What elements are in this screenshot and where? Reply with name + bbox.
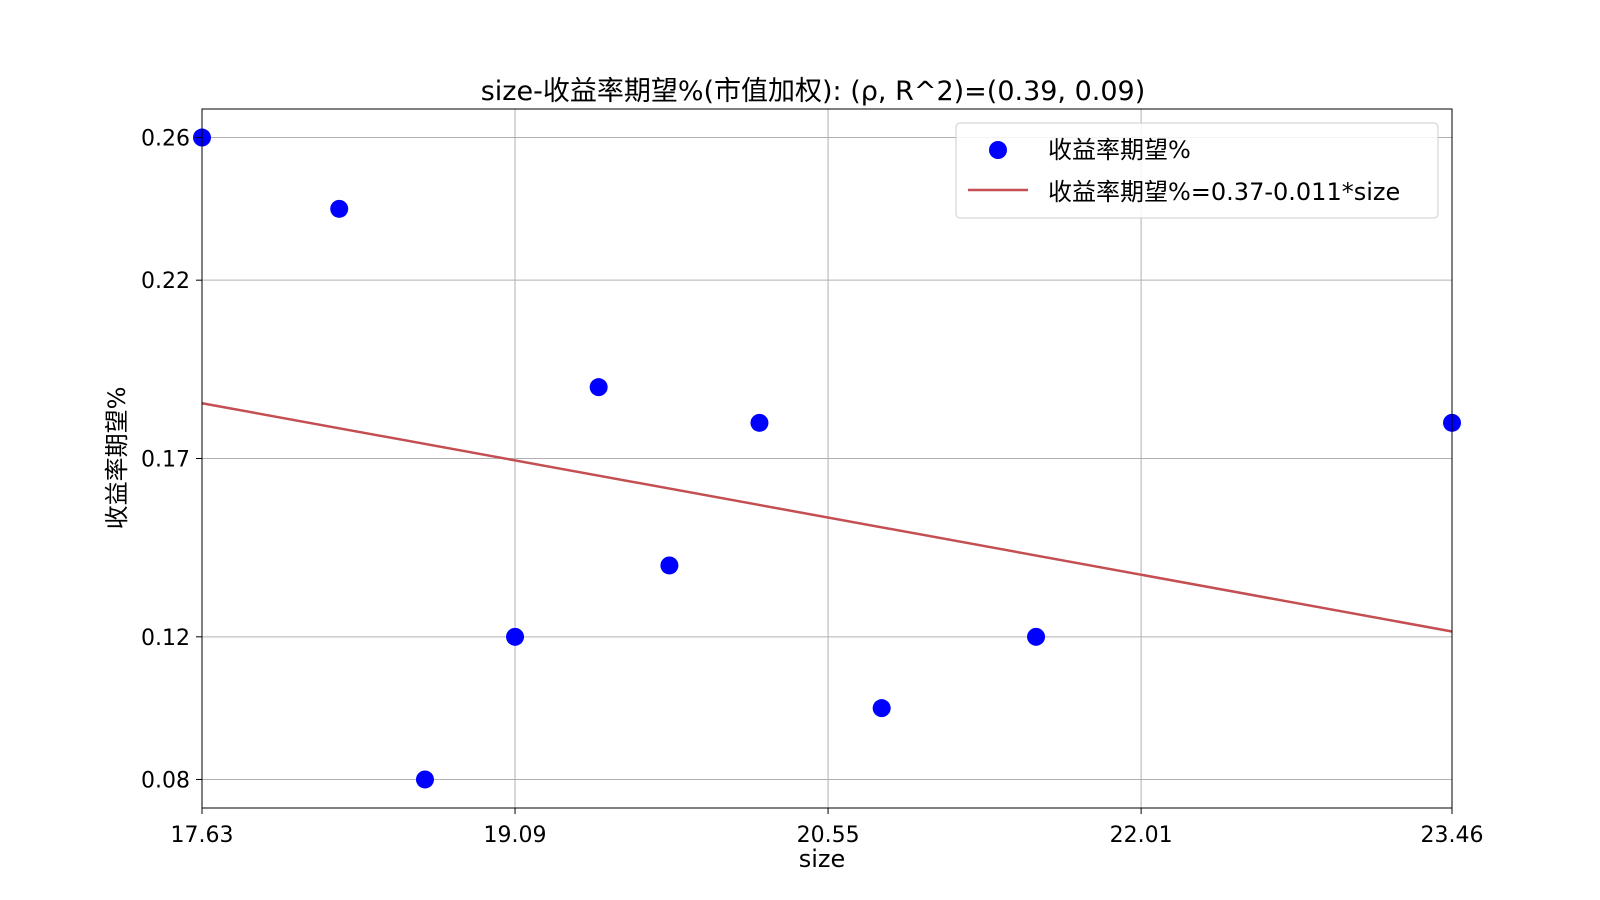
legend: 收益率期望% 收益率期望%=0.37-0.011*size bbox=[955, 122, 1439, 219]
scatter-point bbox=[1027, 627, 1046, 646]
legend-marker-scatter bbox=[989, 141, 1007, 159]
scatter-point bbox=[506, 627, 525, 646]
legend-box bbox=[955, 122, 1439, 219]
y-tick-label: 0.22 bbox=[141, 269, 190, 294]
x-tick-label: 23.46 bbox=[1421, 823, 1484, 848]
y-tick-label: 0.08 bbox=[141, 768, 190, 793]
y-tick-label: 0.17 bbox=[141, 448, 190, 473]
x-tick-label: 20.55 bbox=[797, 823, 860, 848]
scatter-point bbox=[872, 699, 891, 718]
x-axis-title: size bbox=[799, 845, 846, 873]
series-layer bbox=[193, 128, 1461, 789]
scatter-point bbox=[415, 770, 434, 789]
y-axis-title: 收益率期望% bbox=[103, 387, 131, 530]
scatter-point bbox=[750, 413, 769, 432]
axis-ticks: 17.63 19.09 20.55 22.01 23.46 0.08 0.12 0.17 0.2… bbox=[141, 127, 1483, 848]
x-tick-label: 17.63 bbox=[171, 823, 234, 848]
x-tick-label: 19.09 bbox=[484, 823, 547, 848]
x-tick-label: 22.01 bbox=[1110, 823, 1173, 848]
scatter-point bbox=[589, 378, 608, 397]
scatter-point bbox=[660, 556, 679, 575]
legend-label-fit-line: 收益率期望%=0.37-0.011*size bbox=[1048, 178, 1400, 206]
y-tick-label: 0.12 bbox=[141, 626, 190, 651]
chart-title: size-收益率期望%(市值加权): (ρ, R^2)=(0.39, 0.09) bbox=[481, 76, 1146, 107]
legend-label-scatter: 收益率期望% bbox=[1048, 136, 1191, 164]
regression-line bbox=[201, 401, 1453, 633]
y-tick-label: 0.26 bbox=[141, 127, 190, 152]
scatter-point bbox=[330, 199, 349, 218]
